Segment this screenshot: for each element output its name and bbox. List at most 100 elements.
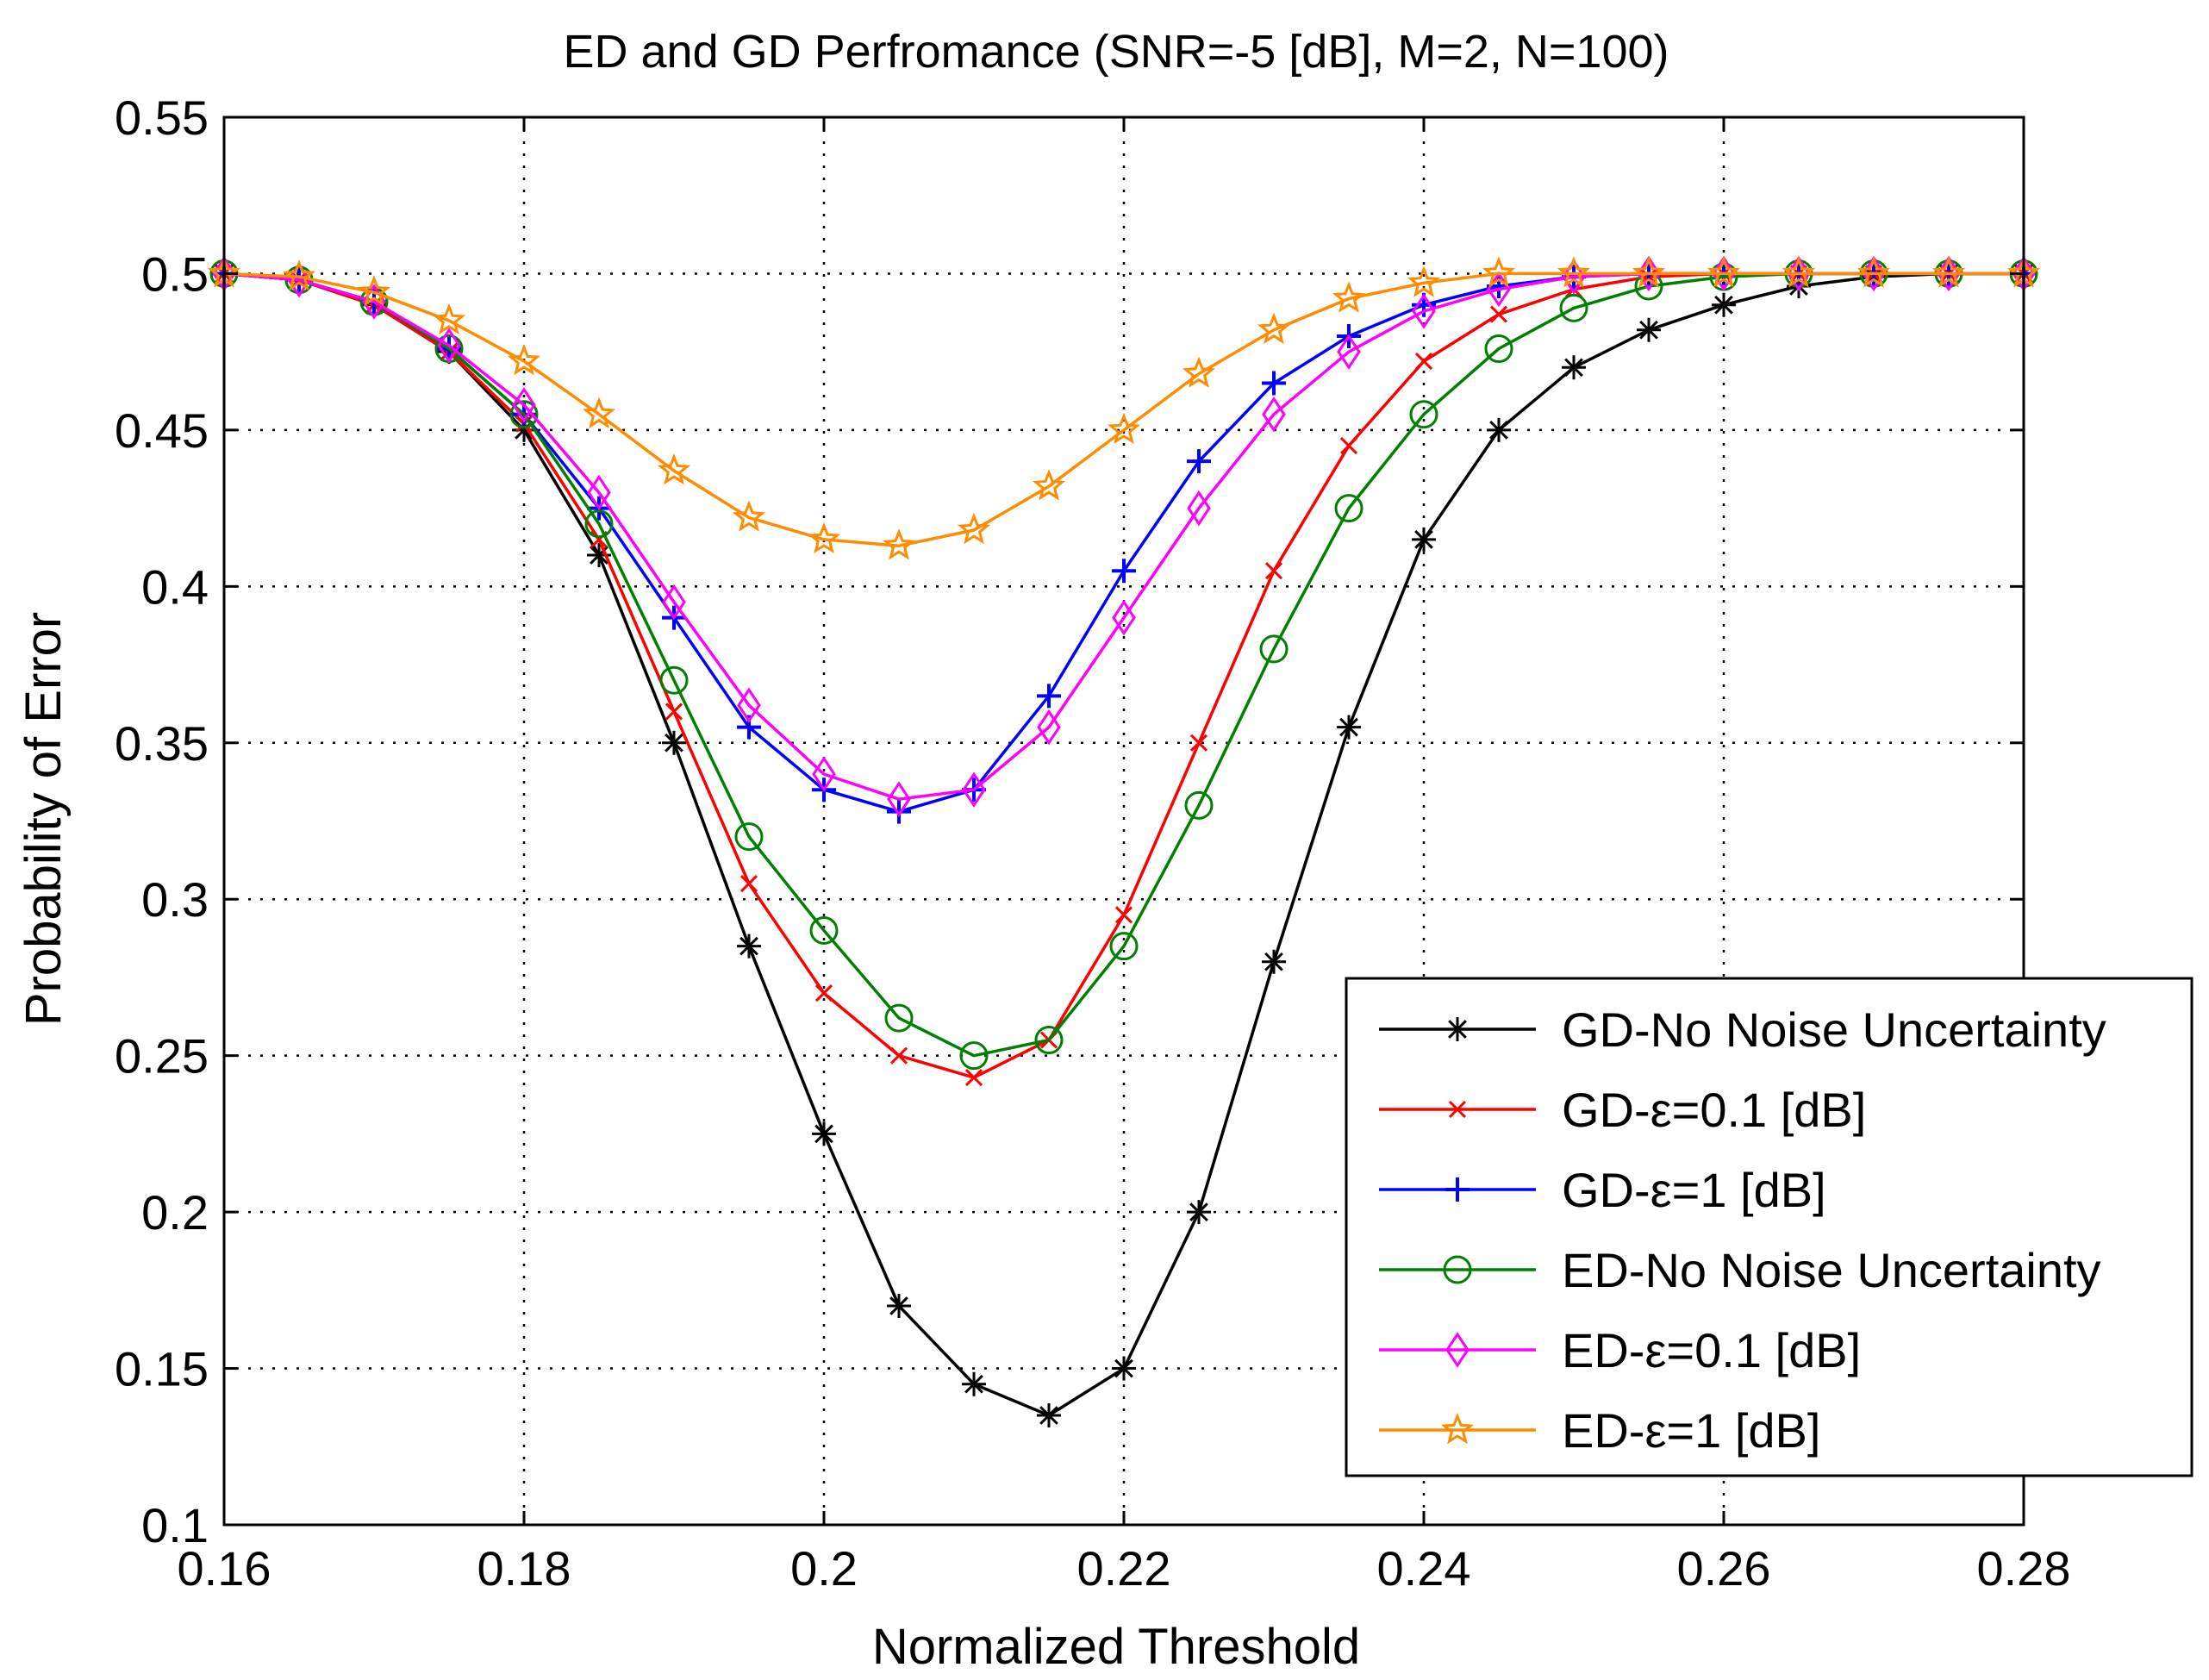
ticks: 0.16 0.18 0.2 0.22 0.24 0.26 0.28 0.1 0.15 0.2 0.2… — [115, 91, 2071, 1596]
y-tick-label: 0.25 — [115, 1029, 209, 1084]
y-tick-label: 0.2 — [141, 1185, 209, 1240]
data-point — [1187, 449, 1211, 474]
data-point — [959, 1041, 989, 1071]
data-point — [282, 259, 316, 291]
data-point — [1484, 334, 1513, 364]
series-line — [223, 272, 2024, 1058]
data-point — [1332, 281, 1366, 313]
legend: GD-No Noise Uncertainty GD-ε=0.1 [dB] GD-ε… — [1345, 977, 2193, 1477]
data-point — [657, 453, 691, 485]
y-axis-label: Probability of Error — [16, 612, 72, 1026]
data-point — [812, 756, 836, 792]
legend-label: GD-ε=0.1 [dB] — [1562, 1083, 1866, 1137]
data-point — [887, 1293, 911, 1318]
data-point — [884, 1003, 914, 1033]
x-tick-label: 0.18 — [477, 1541, 571, 1596]
data-point — [734, 822, 764, 852]
data-point — [1107, 412, 1141, 445]
data-point — [1262, 949, 1286, 974]
data-point — [1712, 292, 1736, 317]
data-point — [1409, 400, 1438, 429]
legend-label: GD-ε=1 [dB] — [1562, 1163, 1826, 1217]
data-point — [964, 1069, 983, 1087]
data-point — [1707, 256, 1741, 288]
data-point — [1931, 256, 1966, 288]
series-line — [223, 272, 2024, 547]
data-point — [1339, 436, 1358, 455]
data-point — [887, 781, 911, 817]
data-point — [1184, 790, 1214, 820]
legend-entry: ED-ε=0.1 [dB] — [1379, 1323, 1861, 1377]
data-point — [814, 984, 833, 1002]
data-point — [962, 771, 986, 808]
data-point — [739, 875, 758, 893]
x-tick-label: 0.2 — [790, 1541, 858, 1596]
data-point — [1037, 684, 1061, 709]
x-axis-label: Normalized Threshold — [872, 1619, 1360, 1675]
y-tick-label: 0.35 — [115, 716, 209, 771]
y-tick-label: 0.45 — [115, 403, 209, 458]
legend-marker — [1445, 1332, 1470, 1368]
data-point — [1637, 317, 1661, 342]
legend-marker — [1448, 1100, 1467, 1119]
y-tick-label: 0.1 — [141, 1498, 209, 1552]
x-tick-label: 0.26 — [1677, 1541, 1771, 1596]
data-point — [737, 687, 761, 723]
legend-entry: GD-ε=1 [dB] — [1379, 1163, 1826, 1217]
x-tick-label: 0.16 — [178, 1541, 271, 1596]
legend-marker — [1445, 1177, 1470, 1202]
data-point — [1482, 256, 1516, 288]
data-point — [1782, 256, 1816, 288]
legend-marker — [1440, 1412, 1475, 1445]
data-point — [512, 387, 536, 423]
chart-title: ED and GD Perfromance (SNR=-5 [dB], M=2,… — [563, 26, 1669, 78]
legend-marker — [1445, 1017, 1470, 1041]
y-tick-label: 0.3 — [141, 872, 209, 927]
legend-label: ED-ε=1 [dB] — [1562, 1403, 1820, 1458]
legend-entry: GD-ε=0.1 [dB] — [1379, 1083, 1866, 1137]
data-point — [1262, 397, 1286, 433]
data-point — [1187, 1200, 1211, 1225]
data-point — [662, 584, 686, 621]
data-point — [584, 509, 614, 539]
data-point — [1114, 906, 1133, 924]
data-point — [437, 328, 461, 364]
data-point — [509, 400, 539, 429]
data-point — [432, 303, 466, 335]
data-point — [665, 703, 683, 721]
data-point — [807, 521, 841, 554]
data-point — [1034, 1026, 1064, 1055]
legend-label: ED-ε=0.1 [dB] — [1562, 1323, 1861, 1377]
data-point — [882, 528, 916, 560]
x-tick-label: 0.22 — [1077, 1541, 1171, 1596]
data-point — [812, 1121, 836, 1146]
data-point — [1182, 356, 1216, 388]
data-point — [1112, 1356, 1136, 1381]
data-point — [1487, 417, 1511, 442]
data-point — [957, 512, 991, 545]
data-point — [737, 934, 761, 959]
x-tick-label: 0.24 — [1377, 1541, 1471, 1596]
data-point — [582, 397, 616, 428]
data-point — [1559, 293, 1588, 322]
data-point — [1037, 709, 1061, 746]
data-point — [1489, 305, 1508, 323]
data-point — [1412, 527, 1436, 552]
y-tick-label: 0.4 — [141, 559, 209, 614]
data-point — [1032, 469, 1066, 501]
data-point — [1856, 256, 1891, 288]
data-point — [962, 1371, 986, 1396]
legend-entry: GD-No Noise Uncertainty — [1379, 1002, 2106, 1057]
data-point — [659, 665, 689, 695]
data-point — [1112, 559, 1136, 584]
data-point — [587, 543, 611, 568]
series-5 — [207, 256, 2041, 560]
data-point — [1109, 932, 1139, 961]
legend-box — [1345, 977, 2193, 1477]
data-point — [1414, 352, 1433, 371]
data-point — [1264, 562, 1283, 580]
data-point — [1337, 715, 1361, 740]
data-point — [1257, 312, 1291, 344]
data-point — [732, 500, 766, 532]
